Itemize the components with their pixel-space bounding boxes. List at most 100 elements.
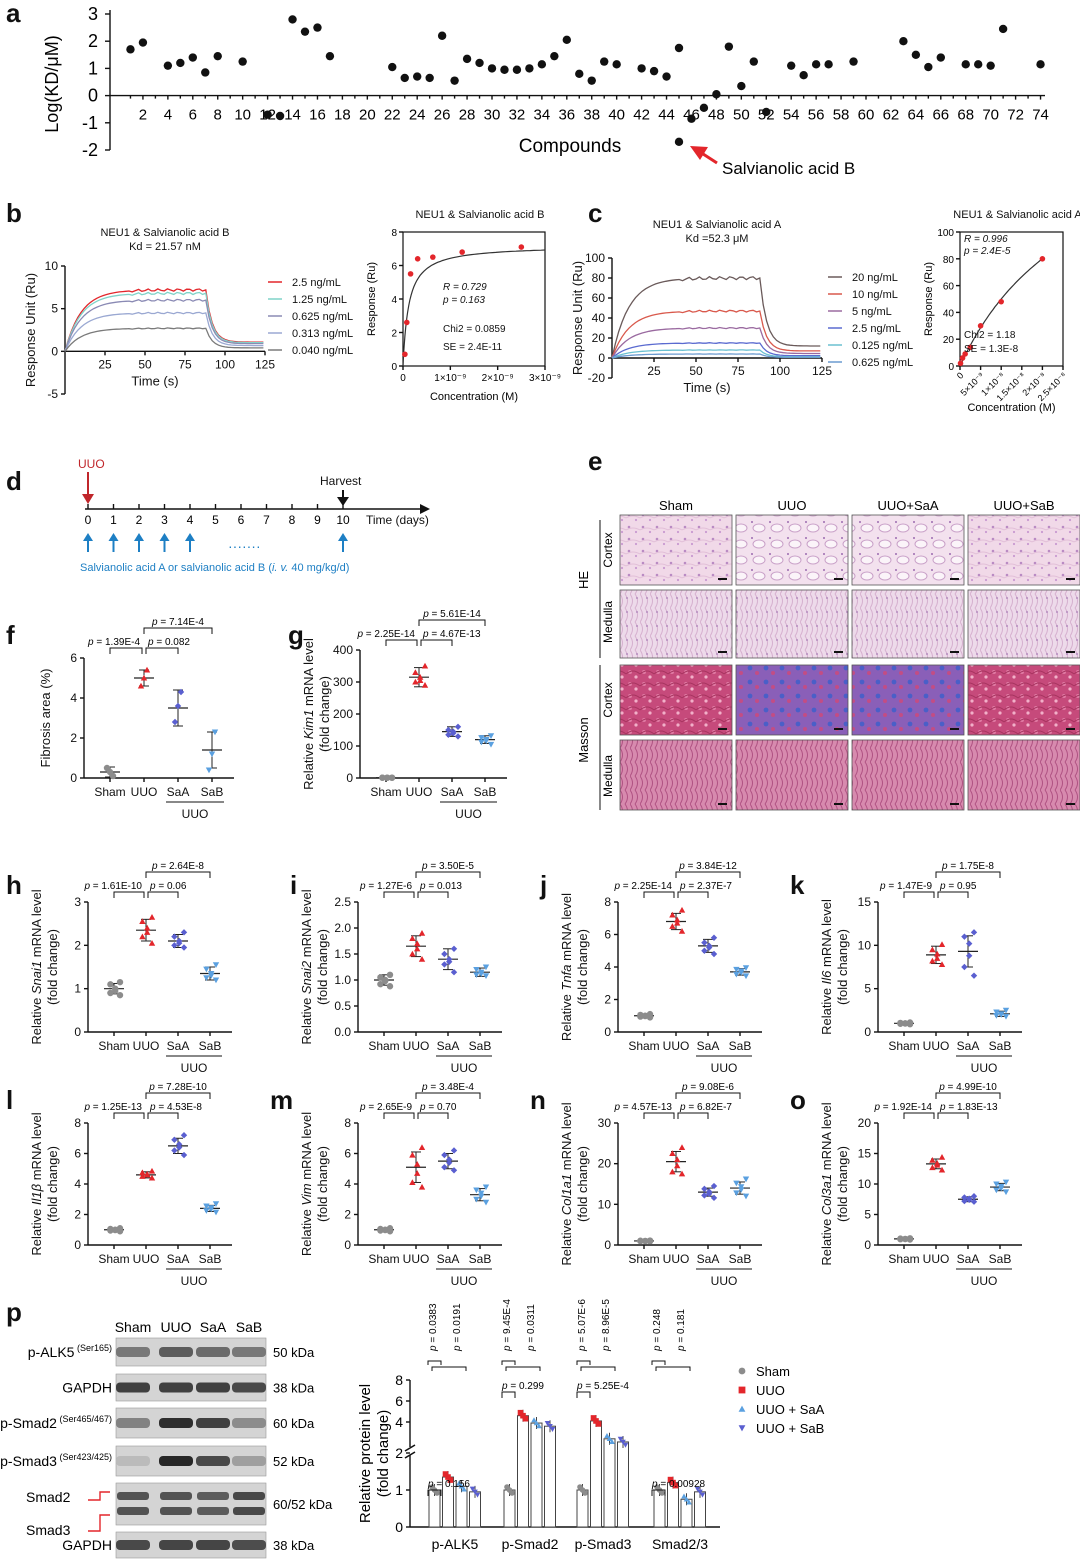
y-axis-label-b: Response Unit (Ru) [23,273,38,387]
data-point-k [902,1020,909,1027]
bar [544,1425,556,1528]
data-point-a [201,68,210,77]
x-tick-label-a: 66 [932,107,949,124]
axis-break [404,1444,416,1459]
blot-lane-label: SaB [236,1319,262,1335]
p-symbol: p [526,1345,537,1352]
y-tick-label-g: 0 [346,771,353,785]
y-label-gene-l: Il1β [29,1183,44,1205]
y-axis-label2-i: (fold change) [315,929,330,1005]
uuo-group-label-j: UUO [711,1061,738,1075]
panel-k: k 15 10 5 0 Sham UUO SaA SaB UUO p = 1.47E-9 p = 0.… [790,861,1080,1090]
bar-point [509,1490,515,1496]
data-point-l [116,1228,124,1235]
group-label-j: UUO [663,1039,690,1053]
p-value-f: p = 0.082 [147,637,190,648]
blot-kda: 50 kDa [273,1345,315,1360]
p-value-j: p = 2.37E-7 [679,881,732,892]
panel-label-j: j [539,870,547,900]
legend-label-c: 5 ng/mL [852,306,892,318]
x-tick-label-b: 50 [138,357,152,371]
legend-marker [738,1405,746,1412]
chart-a: a 3210-1-2246810121416182022242628303234… [6,0,1049,178]
bracket-uuo-saa-l [147,1112,179,1119]
data-point-m [414,1170,421,1176]
p-symbol: p [502,1345,513,1352]
chart-i: i 2.5 2.0 1.5 1.0 0.5 0.0 Sham UUO SaA SaB UUO p = 1… [290,861,502,1075]
p-value-j: p = 2.25E-14 [613,881,672,892]
x-tick-label-a: 54 [783,107,800,124]
y-tick-label-n: 20 [598,1157,612,1171]
data-point-l [180,1132,188,1139]
uuo-group-label-m: UUO [451,1274,478,1288]
p-number-k: = 1.47E-9 [886,881,933,892]
y-tick-label-m: 2 [344,1208,351,1222]
bar-point [697,1489,703,1495]
data-point-a [587,76,596,85]
y-tick-label-f: 6 [70,651,77,665]
bar-point [667,1476,674,1483]
fit-curve-b [402,249,546,367]
data-point-g [478,735,485,741]
bar-point [472,1489,478,1495]
bar-point [595,1421,602,1427]
x-tick-label-a: 8 [214,107,222,124]
legend-marker [738,1386,746,1394]
data-point-i [377,980,384,988]
x-tick-label-a: 20 [359,107,376,124]
fit-x-tick-label-b: 2×10⁻⁹ [482,373,514,384]
data-point-k [998,1012,1005,1018]
legend-label-c: 10 ng/mL [852,289,898,301]
y-tick-label-o: 5 [864,1208,871,1222]
x-tick-label-a: 16 [309,107,326,124]
x-tick-label-c: 100 [770,364,790,378]
data-point-l [107,1227,114,1234]
x-tick-label-b: 125 [255,357,275,371]
bar-point [461,1486,467,1492]
region-medulla-masson: Medulla [601,755,615,797]
harvest-arrowhead [337,497,349,506]
timeline-d: d UUO Harvest Time (days) 0 1 2 3 4 5 6 7 8 9 10 ·… [6,457,430,574]
x-tick-label-a: 18 [334,107,351,124]
bar-point [517,1409,524,1416]
group-label-k: SaA [957,1039,980,1053]
group-label-i: SaB [469,1039,492,1053]
group-label-m: UUO [403,1252,430,1266]
blot-band [160,1492,192,1500]
p-number-l: = 1.25E-13 [90,1102,142,1113]
x-tick-label-a: 40 [608,107,625,124]
bracket-uuo-sab-l [145,1092,211,1099]
group-label-j: SaA [697,1039,720,1053]
p-value-horizontal: p = 0.00928 [651,1479,706,1490]
x-tick-label-a: 48 [708,107,725,124]
bar-y-tick-label: 2 [395,1445,403,1461]
p-number-l: = 7.28E-10 [155,1082,207,1093]
histology-tile [967,514,1080,586]
bar-point [447,1477,454,1483]
p-value-h: p = 0.06 [149,881,187,892]
data-point-a [998,24,1008,34]
y-axis-label-j: Relative Tnfa mRNA level [559,893,574,1041]
bracket-sham-uuo-m [383,1112,415,1119]
data-point-a [824,60,833,69]
p-value-m: p = 3.48E-4 [421,1082,474,1093]
data-point-g [379,774,386,781]
kd-c: Kd =52.3 μM [686,233,749,245]
data-point-a [936,53,945,62]
data-point-n [742,1176,750,1183]
p-value-n: p = 6.82E-7 [679,1102,732,1113]
uuo-arrowhead [82,494,94,504]
data-point-i [450,945,458,952]
panel-l: l 8 6 4 2 0 Sham UUO SaA SaB UUO p = 1.25E-13 p = 4.… [0,1082,270,1295]
y-label-suffix-m: mRNA level [299,1112,314,1184]
bar [590,1420,602,1528]
p-number: = 5.07E-6 [577,1299,588,1346]
scale-bar [1066,803,1075,805]
fit-frame-c [959,231,1064,367]
data-point-h [107,981,114,988]
p-symbol: p [652,1345,663,1352]
fit-y-tick-label-c: 60 [943,282,955,293]
region-cortex-masson: Cortex [601,682,615,717]
y-tick-label-k: 0 [864,1025,871,1039]
bracket-uuo-sab-j [675,871,741,878]
